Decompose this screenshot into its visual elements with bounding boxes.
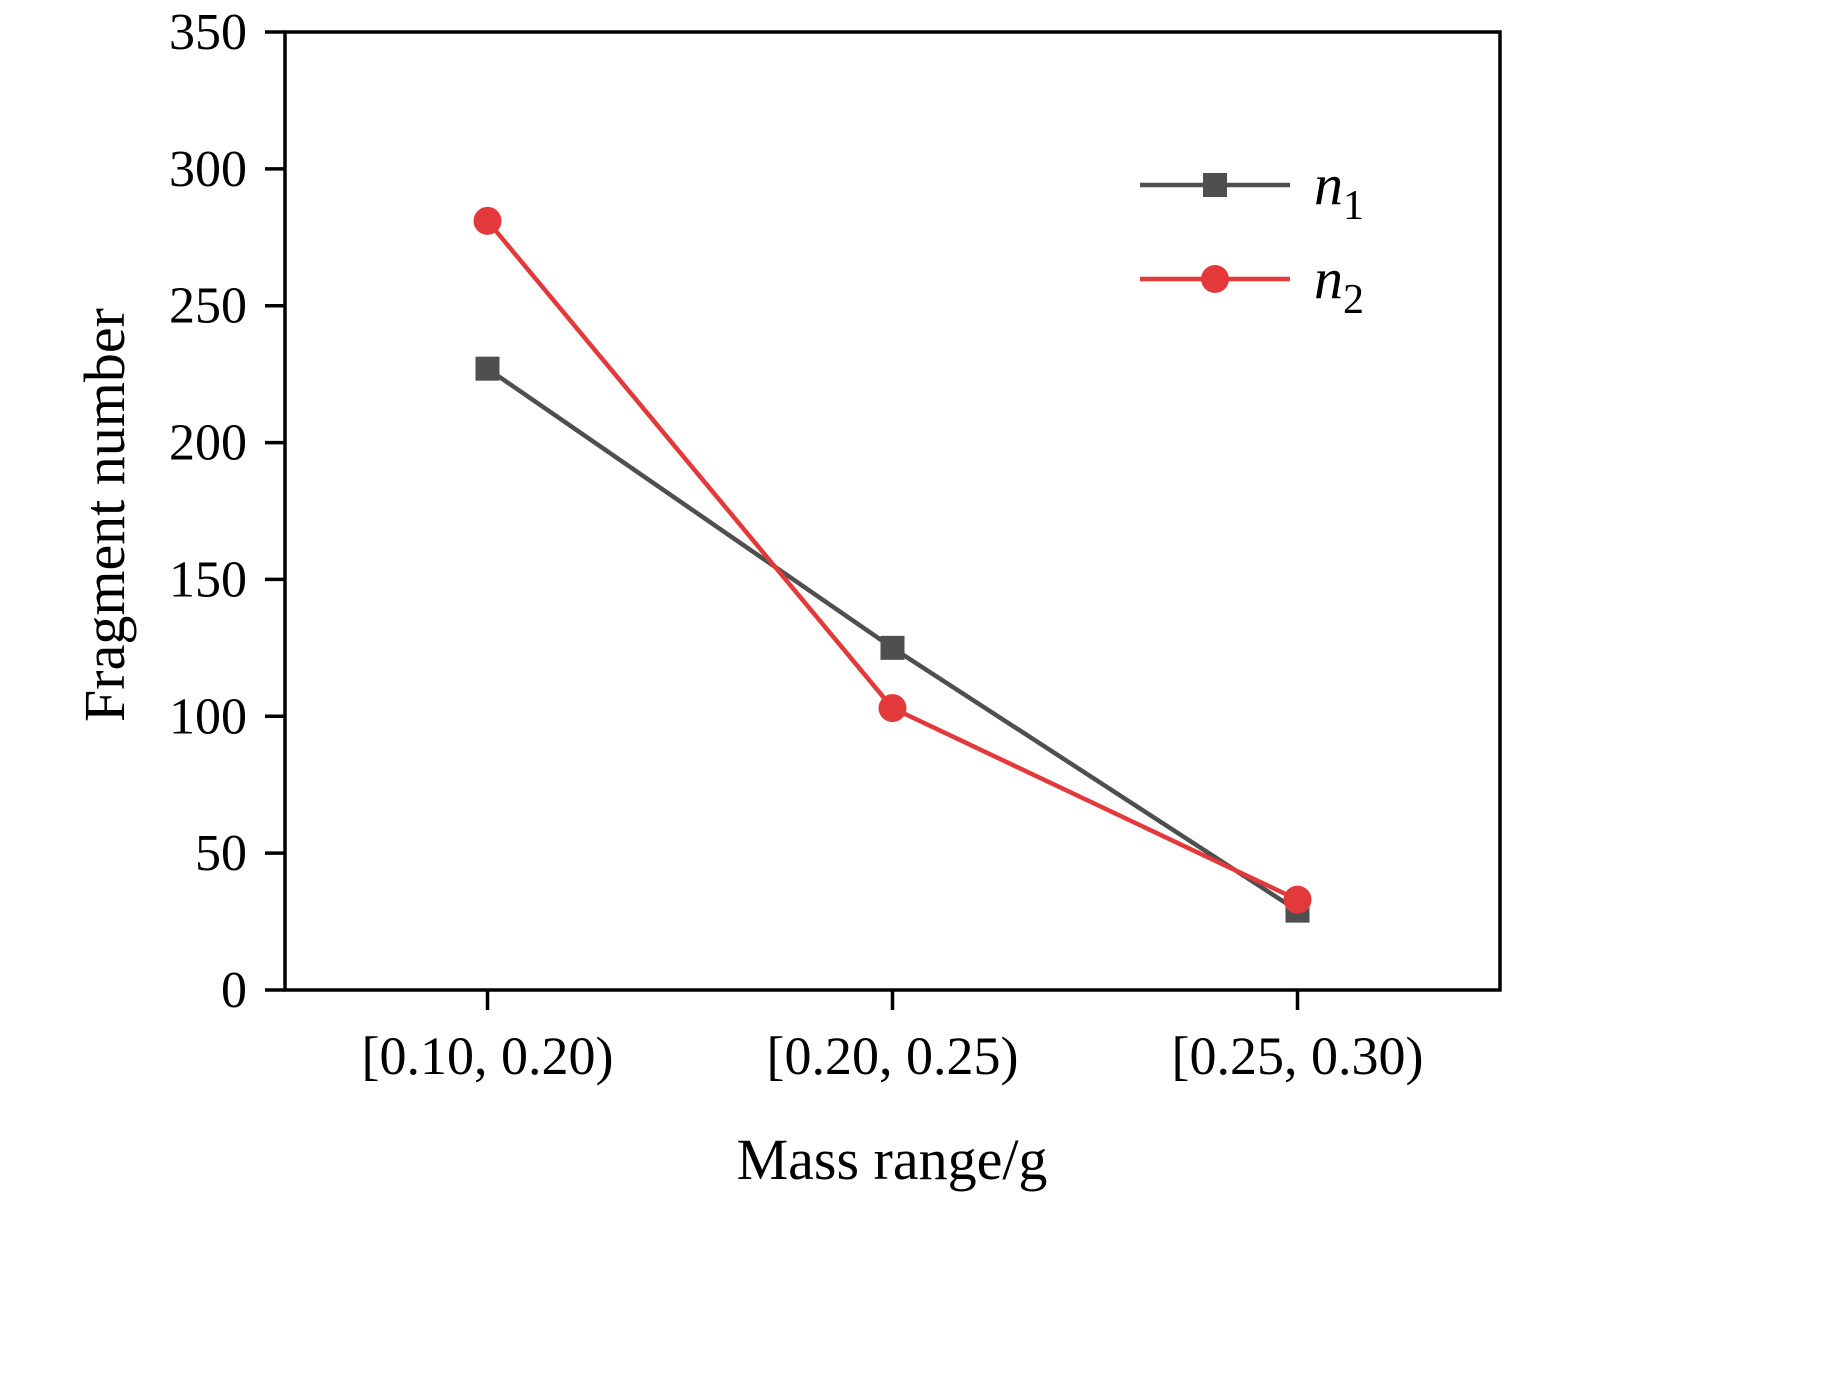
x-tick-label: [0.10, 0.20) xyxy=(362,1026,614,1086)
y-tick-label: 200 xyxy=(169,415,247,472)
series-n2-marker xyxy=(1283,885,1312,914)
y-axis-title: Fragment number xyxy=(72,308,137,722)
series-line-n2 xyxy=(485,219,1299,902)
x-tick-label: [0.20, 0.25) xyxy=(767,1026,1019,1086)
legend-label-n2: n2 xyxy=(1314,246,1364,323)
y-tick-label: 0 xyxy=(221,962,247,1019)
legend-label-n1: n1 xyxy=(1314,152,1364,229)
y-tick-label: 100 xyxy=(169,688,247,745)
y-tick-label: 300 xyxy=(169,141,247,198)
y-tick-label: 350 xyxy=(169,4,247,61)
series-n1-marker xyxy=(880,635,905,660)
x-axis-title: Mass range/g xyxy=(736,1127,1048,1192)
y-tick-label: 50 xyxy=(195,825,247,882)
y-tick-label: 250 xyxy=(169,278,247,335)
series-n2-marker xyxy=(473,206,502,235)
y-tick-label: 150 xyxy=(169,551,247,608)
series-n1-marker xyxy=(475,356,500,381)
x-tick-label: [0.25, 0.30) xyxy=(1172,1026,1424,1086)
legend-n2-marker xyxy=(1201,265,1229,293)
legend-n1-marker xyxy=(1203,173,1227,197)
series-n2-marker xyxy=(878,694,907,723)
